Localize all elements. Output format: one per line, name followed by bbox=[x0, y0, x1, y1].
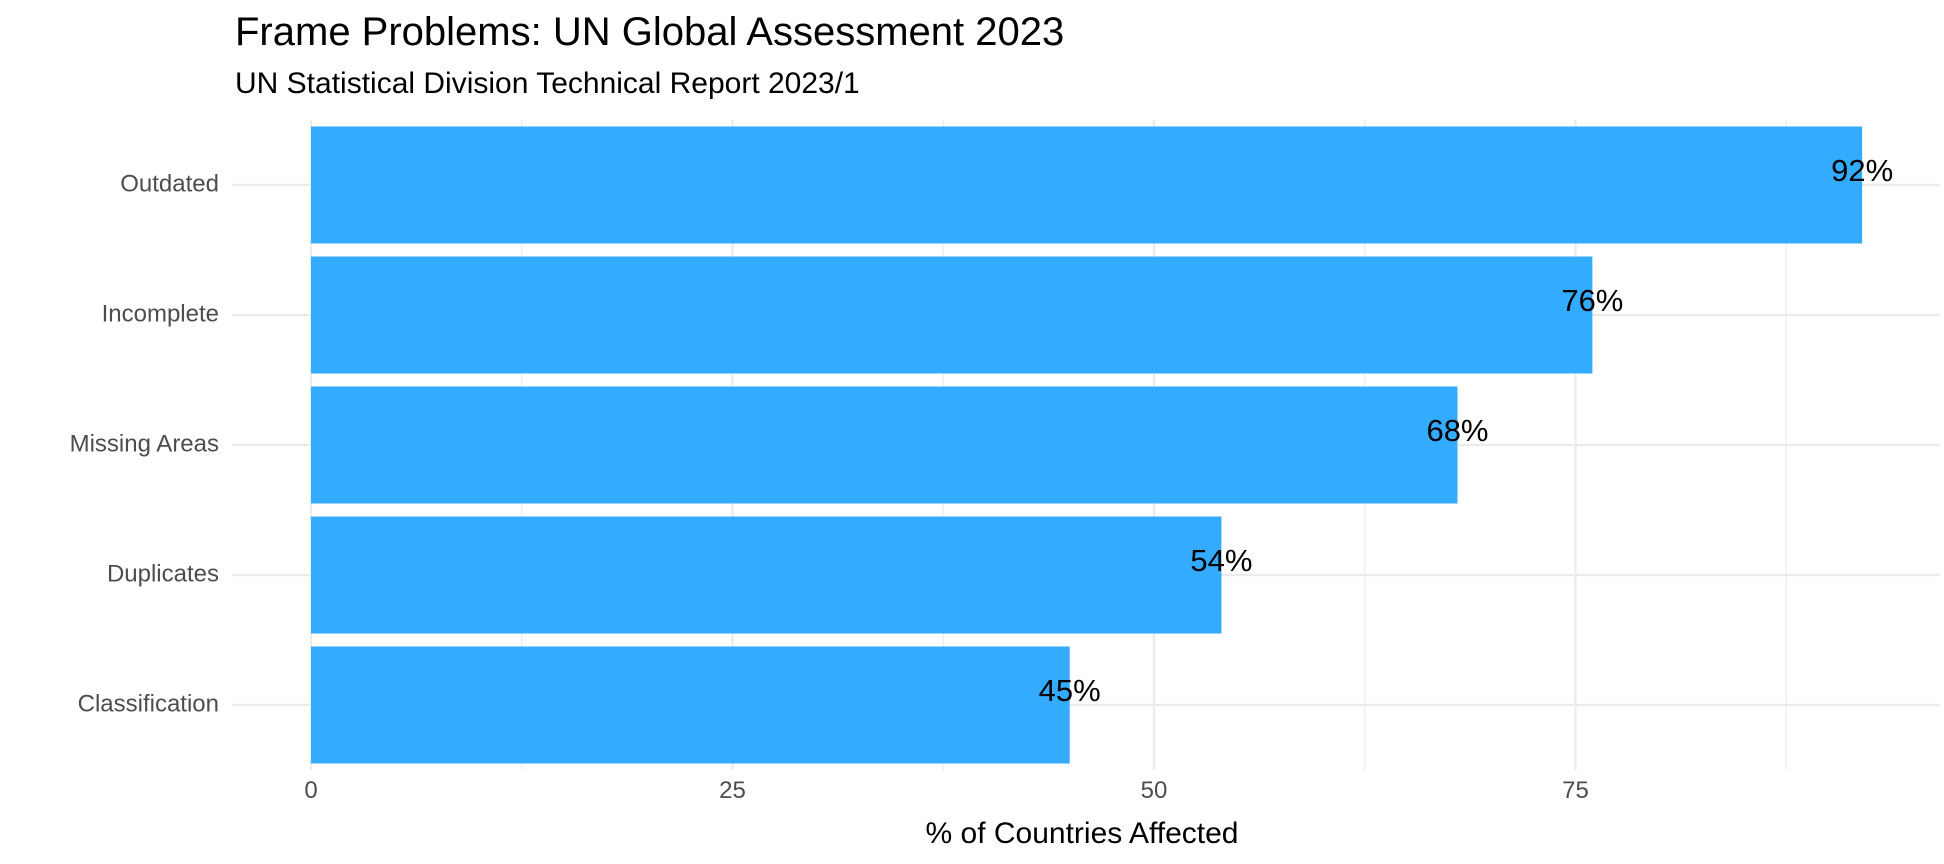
bar bbox=[311, 646, 1070, 764]
bar bbox=[311, 126, 1863, 244]
bar-data-label: 76% bbox=[1561, 283, 1623, 318]
bar bbox=[311, 256, 1593, 374]
y-tick-label: Duplicates bbox=[107, 560, 219, 587]
y-axis-tick-labels: Outdated Incomplete Missing Areas Duplicate… bbox=[70, 170, 219, 717]
y-tick-label: Incomplete bbox=[102, 300, 219, 327]
x-tick-label: 75 bbox=[1562, 777, 1589, 804]
x-tick-label: 0 bbox=[304, 777, 317, 804]
y-tick-label: Missing Areas bbox=[70, 430, 219, 457]
x-tick-label: 25 bbox=[719, 777, 746, 804]
x-axis-label: % of Countries Affected bbox=[926, 817, 1239, 850]
bar bbox=[311, 516, 1222, 634]
data-labels: 92% 76% 68% 54% 45% bbox=[1039, 153, 1893, 708]
bar bbox=[311, 386, 1458, 504]
bar-data-label: 92% bbox=[1831, 153, 1893, 188]
x-tick-label: 50 bbox=[1141, 777, 1168, 804]
y-tick-label: Outdated bbox=[120, 170, 219, 197]
bar-data-label: 68% bbox=[1426, 413, 1488, 448]
bars bbox=[311, 126, 1863, 764]
x-axis-tick-labels: 0 25 50 75 bbox=[304, 777, 1589, 804]
chart-subtitle: UN Statistical Division Technical Report… bbox=[235, 67, 860, 100]
bar-data-label: 45% bbox=[1039, 673, 1101, 708]
bar-data-label: 54% bbox=[1190, 543, 1252, 578]
chart-title: Frame Problems: UN Global Assessment 202… bbox=[235, 10, 1065, 54]
y-tick-label: Classification bbox=[78, 690, 219, 717]
